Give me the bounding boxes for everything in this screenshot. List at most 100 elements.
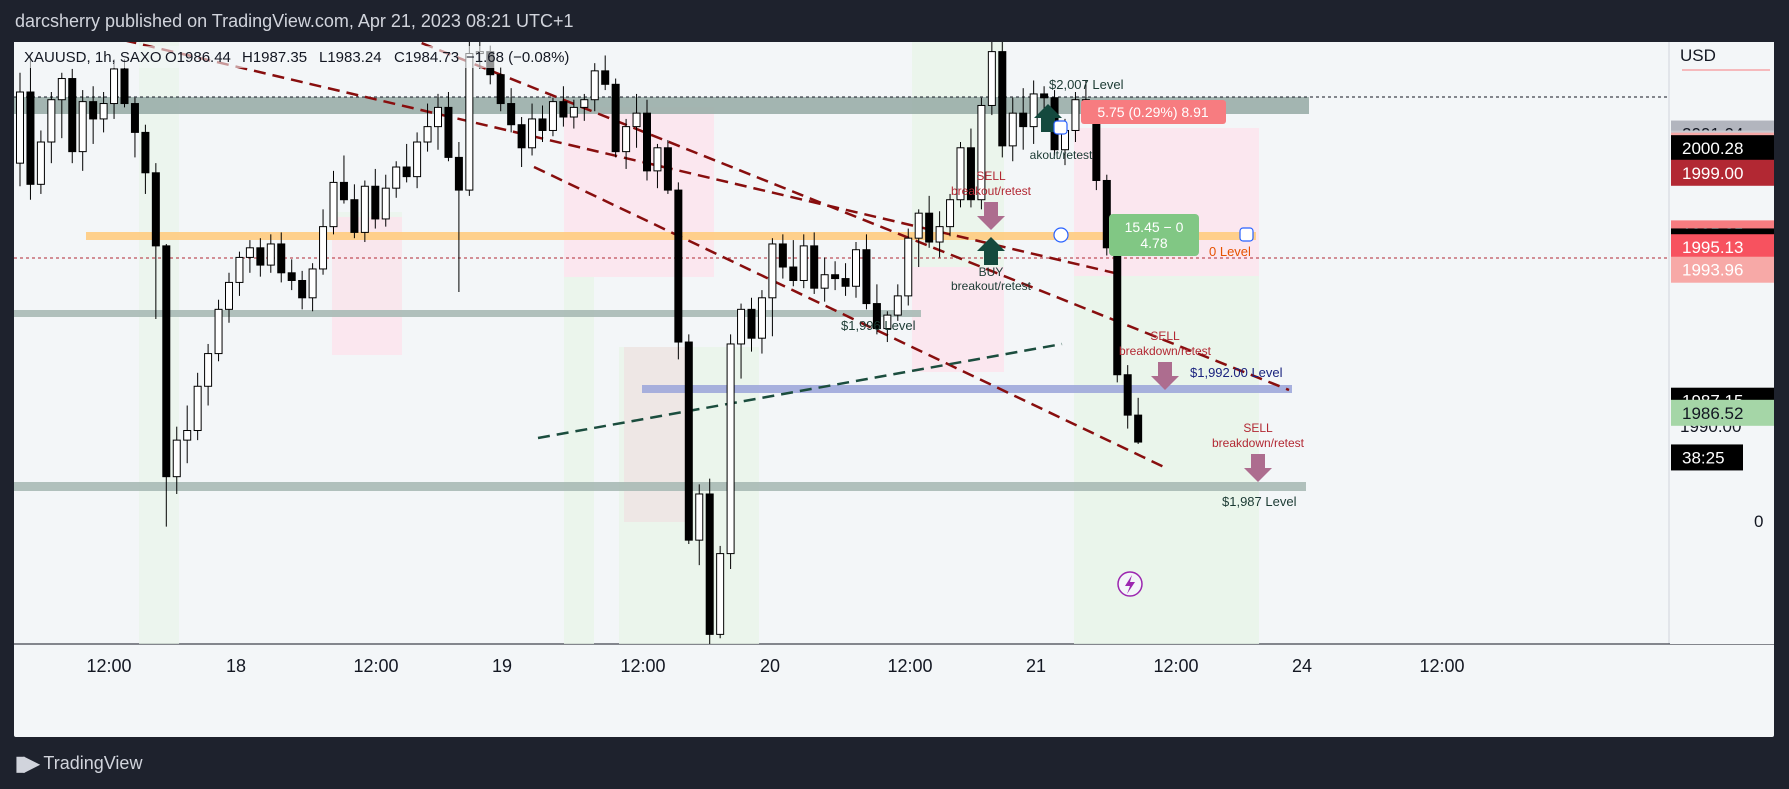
lightning-icon[interactable] (1117, 571, 1143, 597)
candle-body (402, 166, 411, 178)
time-tick-label: 12:00 (1153, 656, 1198, 676)
price-label-text: 1999.00 (1682, 164, 1743, 183)
candle (684, 334, 693, 544)
candle (925, 195, 934, 248)
time-tick-label: 24 (1292, 656, 1312, 676)
candle (413, 132, 422, 189)
candle (235, 251, 244, 296)
candle-body (757, 297, 766, 339)
position-tool[interactable]: 5.75 (0.29%) 8.91 15.45 − 0 4.78 (1053, 100, 1254, 256)
candle (966, 128, 975, 208)
price-label-stack: 2001.042000.522000.412000.281999.001995.… (1671, 120, 1774, 471)
candle-body (99, 103, 108, 120)
candle (893, 284, 902, 321)
annotation-sell-title: SELL (1150, 329, 1180, 343)
candle-body (16, 91, 24, 164)
candle-body (559, 101, 568, 118)
ohlc-high: H1987.35 (242, 49, 307, 66)
candle (1008, 97, 1017, 162)
candle (632, 93, 641, 148)
candle-body (1029, 93, 1038, 128)
candle-body (852, 249, 860, 287)
candle (841, 263, 850, 296)
candle (674, 182, 683, 360)
candle-body (966, 147, 975, 201)
candle-body (1071, 99, 1080, 131)
candle-body (632, 112, 641, 128)
candle (99, 92, 108, 133)
candle (569, 99, 578, 129)
level-labels: $2,007 Level $1,996 Level $1,992.00 Leve… (841, 77, 1297, 509)
candle (757, 290, 766, 354)
brand[interactable]: ▮▶ TradingView (15, 751, 142, 776)
time-axis[interactable]: 12:00 18 12:00 19 12:00 20 12:00 21 12:00 24 12:00 (86, 656, 1464, 676)
price-axis[interactable]: USD 1990.00 0 2001.042000.522000.412000.… (1670, 42, 1774, 644)
candle (1019, 88, 1028, 150)
ohlc-close: C1984.73 (394, 49, 459, 66)
publisher-text: darcsherry published on TradingView.com,… (15, 11, 574, 31)
legend-backdrop (20, 46, 580, 68)
candle (726, 334, 735, 569)
symbol-name[interactable]: XAUUSD, 1h, SAXO (24, 49, 162, 66)
candle (831, 261, 840, 291)
trend-lines (105, 34, 1290, 469)
candle (580, 93, 589, 121)
candle (987, 42, 996, 116)
candle-body (214, 308, 223, 355)
candle (89, 86, 98, 144)
candle (423, 103, 432, 152)
price-chart[interactable]: $2,007 Level $1,996 Level $1,992.00 Leve… (14, 34, 1774, 737)
candle-body (89, 101, 98, 120)
candle-body (193, 385, 202, 432)
position-long-stats-box[interactable] (1109, 214, 1199, 256)
candle-body (162, 245, 171, 478)
candle (266, 234, 275, 273)
candle-body (26, 91, 35, 185)
candle (402, 143, 411, 183)
candle (862, 234, 871, 310)
candle-body (862, 249, 871, 305)
candle (193, 372, 202, 441)
candle (360, 180, 369, 243)
candle-body (789, 266, 798, 281)
candle-body (151, 172, 160, 247)
time-tick-label: 19 (492, 656, 512, 676)
candle-body (245, 247, 254, 258)
candle-body (413, 141, 422, 178)
candle (998, 42, 1007, 158)
price-tick-label-partial: 0 (1754, 512, 1763, 531)
candle-body (339, 181, 348, 201)
candle-body (392, 166, 401, 189)
candle-body (622, 126, 631, 153)
position-handle[interactable] (1239, 227, 1254, 242)
candle-body (204, 353, 213, 387)
ohlc-low: L1983.24 (319, 49, 382, 66)
candle (643, 99, 651, 181)
plot-area[interactable] (14, 42, 1669, 644)
candle-body (705, 493, 714, 635)
currency-label[interactable]: USD (1680, 46, 1716, 65)
candle-body (643, 112, 651, 172)
position-handle[interactable] (1053, 120, 1068, 135)
candle-body (893, 295, 902, 316)
annotation-buy-subtitle: breakout/retest (951, 279, 1032, 293)
candle-body (925, 212, 934, 243)
candle (548, 97, 557, 137)
candle-body (256, 247, 265, 266)
candle (517, 117, 526, 168)
price-label-badge (1671, 234, 1774, 261)
position-short-stats-box[interactable] (1081, 100, 1226, 124)
candle-body (778, 243, 787, 268)
level-label-2007: $2,007 Level (1049, 77, 1124, 92)
price-label-badge (1671, 399, 1774, 426)
candle (16, 72, 24, 187)
candle-body (298, 279, 307, 299)
candle-body (47, 99, 56, 143)
candle (747, 297, 756, 352)
candle-body (726, 343, 735, 555)
candle-body (674, 189, 683, 343)
time-tick-label: 12:00 (1419, 656, 1464, 676)
candle (350, 184, 359, 239)
position-handle[interactable] (1053, 227, 1069, 243)
candle-body (956, 147, 965, 201)
